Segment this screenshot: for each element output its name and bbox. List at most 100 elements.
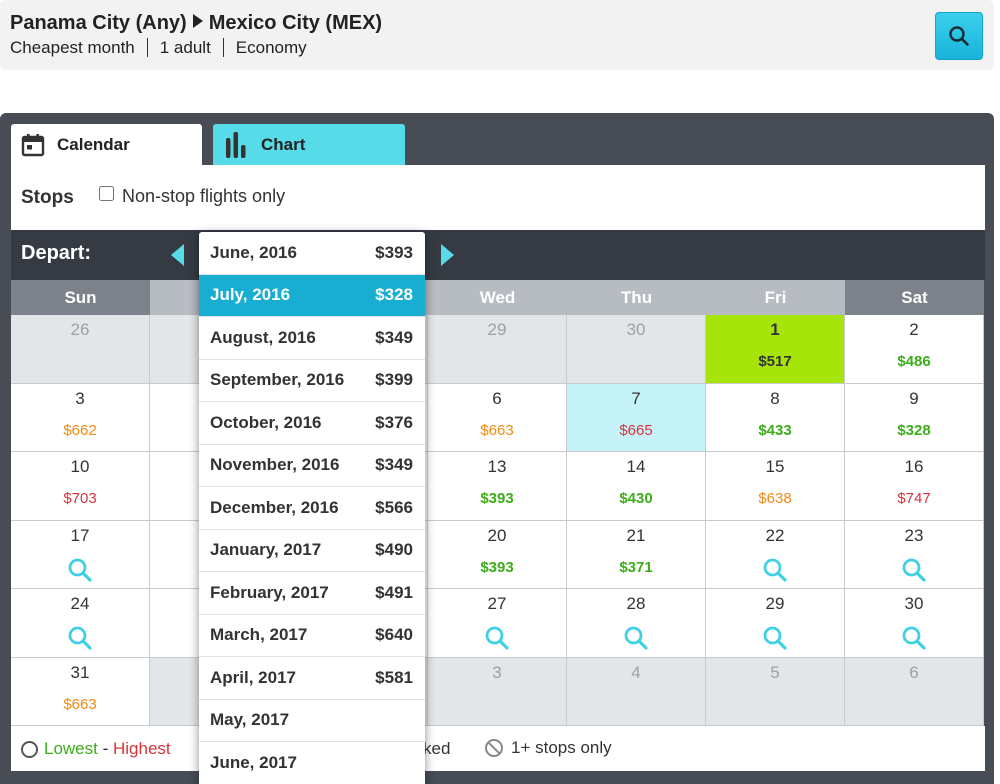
day-number: 14 — [626, 457, 646, 476]
month-dropdown[interactable]: June, 2016 $393 July, 2016 $328 August, 2016… — [199, 232, 425, 784]
tab-calendar-label: Calendar — [57, 134, 130, 154]
day-number: 2 — [909, 320, 919, 339]
month-option[interactable]: June, 2017 — [199, 742, 425, 784]
month-option[interactable]: March, 2017 $640 — [199, 615, 425, 657]
calendar-day[interactable]: 2 $486 — [845, 315, 984, 384]
arrow-right-icon — [192, 14, 203, 28]
tab-calendar[interactable]: Calendar — [11, 124, 202, 165]
day-price: $663 — [480, 421, 514, 439]
day-price: $371 — [619, 558, 653, 576]
stops-filter: Stops Non-stop flights only — [11, 165, 985, 230]
search-icon[interactable] — [762, 557, 788, 588]
calendar-day[interactable]: 7 $665 — [567, 383, 706, 452]
calendar-day[interactable]: 30 — [845, 589, 984, 658]
calendar-day[interactable]: 14 $430 — [567, 452, 706, 521]
calendar-day[interactable]: 28 — [567, 589, 706, 658]
month-label: August, 2016 — [210, 327, 316, 347]
calendar-day[interactable]: 1 $517 — [706, 315, 845, 384]
month-option[interactable]: June, 2016 $393 — [199, 232, 425, 275]
calendar-day[interactable]: 24 — [11, 589, 150, 658]
day-number: 16 — [904, 457, 924, 476]
calendar-day[interactable]: 20 $393 — [428, 520, 567, 589]
calendar-day[interactable]: 10 $703 — [11, 452, 150, 521]
calendar-day[interactable]: 9 $328 — [845, 383, 984, 452]
calendar-icon — [21, 133, 45, 157]
trip-passengers: 1 adult — [146, 38, 223, 57]
calendar-weeks: 26 27 28 29 30 1 $517 2 $486 3 $662 4 5 6 $663 7 $665 8 $4… — [11, 315, 985, 726]
calendar-day[interactable]: 6 $663 — [428, 383, 567, 452]
calendar-day[interactable]: 29 — [428, 315, 567, 384]
coin-icon — [21, 740, 38, 758]
calendar-day[interactable]: 29 — [706, 589, 845, 658]
calendar-day[interactable]: 27 — [428, 589, 567, 658]
month-price: $393 — [375, 242, 413, 262]
month-option[interactable]: May, 2017 — [199, 700, 425, 742]
trip-class: Economy — [222, 38, 319, 57]
route-title[interactable]: Panama City (Any) Mexico City (MEX) — [10, 12, 382, 35]
prev-month-arrow-icon[interactable] — [171, 244, 184, 266]
calendar-grid: SunMonTueWedThuFriSat 26 27 28 29 30 1 $517 2 $4… — [11, 280, 985, 726]
month-option[interactable]: December, 2016 $566 — [199, 487, 425, 530]
calendar-day[interactable]: 5 — [706, 657, 845, 726]
calendar-day[interactable]: 31 $663 — [11, 657, 150, 726]
calendar-day[interactable]: 23 — [845, 520, 984, 589]
month-option[interactable]: September, 2016 $399 — [199, 360, 425, 402]
tab-chart[interactable]: Chart — [213, 124, 405, 165]
day-number: 7 — [631, 388, 641, 408]
day-number: 9 — [909, 388, 919, 408]
day-price: $663 — [63, 695, 97, 713]
day-price: $486 — [897, 353, 931, 370]
search-icon[interactable] — [67, 625, 93, 656]
calendar-day[interactable]: 6 — [845, 657, 984, 726]
month-option[interactable]: August, 2016 $349 — [199, 317, 425, 360]
next-month-arrow-icon[interactable] — [441, 244, 454, 266]
legend-stops-label: 1+ stops only — [511, 738, 612, 757]
month-option[interactable]: July, 2016 $328 — [199, 274, 425, 317]
calendar-day[interactable]: 13 $393 — [428, 452, 567, 521]
legend: Lowest - Highest ked 1+ stops only — [11, 726, 985, 771]
month-option[interactable]: October, 2016 $376 — [199, 402, 425, 445]
calendar-day[interactable]: 30 — [567, 315, 706, 384]
month-price: $581 — [375, 667, 413, 687]
calendar-day[interactable]: 26 — [11, 315, 150, 384]
calendar-day[interactable]: 15 $638 — [706, 452, 845, 521]
calendar-day[interactable]: 17 — [11, 520, 150, 589]
search-icon[interactable] — [484, 625, 510, 656]
month-option[interactable]: January, 2017 $490 — [199, 530, 425, 572]
month-option[interactable]: April, 2017 $581 — [199, 657, 425, 700]
legend-stops: 1+ stops only — [485, 738, 612, 758]
month-option[interactable]: November, 2016 $349 — [199, 445, 425, 487]
weekday-header: SunMonTueWedThuFriSat — [11, 280, 985, 315]
month-label: October, 2016 — [210, 412, 322, 432]
calendar-day[interactable]: 8 $433 — [706, 383, 845, 452]
search-icon[interactable] — [762, 625, 788, 656]
depart-label: Depart: — [21, 242, 92, 264]
calendar-day[interactable]: 4 — [567, 657, 706, 726]
nonstop-checkbox[interactable] — [99, 186, 114, 201]
search-icon[interactable] — [901, 557, 927, 588]
day-price: $433 — [758, 421, 792, 439]
month-label: November, 2016 — [210, 455, 340, 475]
calendar-day[interactable]: 21 $371 — [567, 520, 706, 589]
search-icon[interactable] — [623, 625, 649, 656]
nonstop-label: Non-stop flights only — [122, 186, 286, 206]
calendar-day[interactable]: 22 — [706, 520, 845, 589]
search-icon — [949, 26, 969, 46]
calendar-day[interactable]: 16 $747 — [845, 452, 984, 521]
search-button[interactable] — [935, 12, 983, 60]
calendar-day[interactable]: 3 $662 — [11, 383, 150, 452]
month-label: June, 2016 — [210, 242, 297, 262]
route-header: Panama City (Any) Mexico City (MEX) Cheap… — [0, 0, 994, 70]
search-icon[interactable] — [67, 557, 93, 588]
day-number: 27 — [487, 594, 507, 613]
weekday-wed: Wed — [428, 280, 567, 315]
calendar-day[interactable]: 3 — [428, 657, 567, 726]
month-option[interactable]: February, 2017 $491 — [199, 572, 425, 615]
month-price: $349 — [375, 455, 413, 475]
month-label: June, 2017 — [210, 752, 297, 772]
search-icon[interactable] — [901, 625, 927, 656]
nonstop-option[interactable]: Non-stop flights only — [99, 186, 285, 207]
month-label: March, 2017 — [210, 625, 308, 645]
